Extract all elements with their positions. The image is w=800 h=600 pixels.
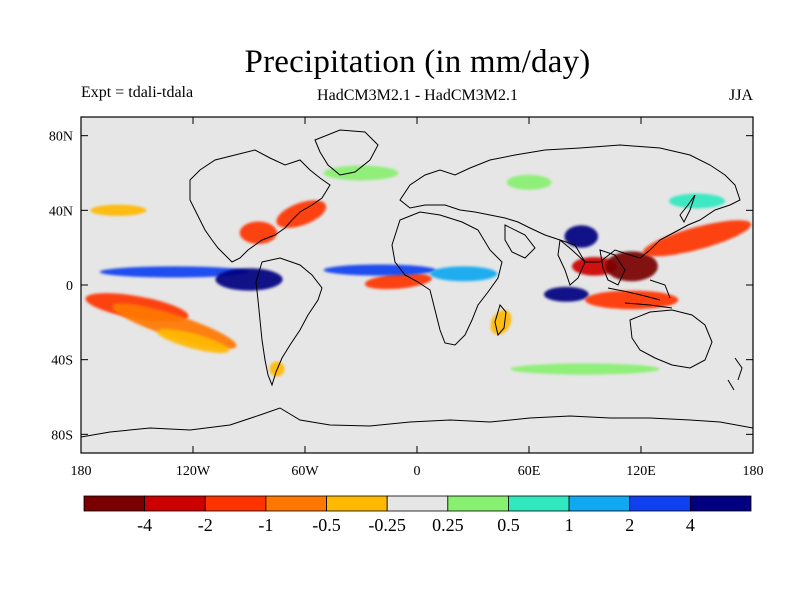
new-zealand-coastline xyxy=(727,357,743,391)
greenland-coastline xyxy=(314,129,379,176)
japan-coastline xyxy=(679,194,696,224)
mozambique-dry-region xyxy=(490,310,512,335)
lon-tick-label: 180 xyxy=(71,464,92,479)
colorbar-swatch xyxy=(508,495,570,512)
colorbar-swatch xyxy=(144,495,206,512)
colorbar-swatch xyxy=(83,495,146,512)
colorbar-swatch xyxy=(326,495,388,512)
atlantic-itcz-dry-region xyxy=(364,273,432,290)
southern-ocean-green-region xyxy=(510,363,660,375)
atlantic-dry-north-region xyxy=(276,200,327,228)
madagascar-coastline xyxy=(494,303,507,337)
north-atlantic-green-region xyxy=(323,165,399,181)
map-title: Precipitation (in mm/day) xyxy=(244,44,591,80)
atlantic-itcz-wet-region xyxy=(323,264,436,276)
longitude-axis: 180 120W 60W 0 60E 120E 180 xyxy=(71,117,764,479)
lon-tick-label: 120W xyxy=(176,464,211,479)
season-label: JJA xyxy=(728,87,753,104)
africa-wet-region xyxy=(430,266,498,282)
eurasia-coastline xyxy=(399,144,741,263)
bay-bengal-dry-region xyxy=(571,257,617,276)
colorbar-swatch xyxy=(265,495,327,512)
colorbar-label: -2 xyxy=(198,515,213,535)
colorbar-label: 0.25 xyxy=(432,515,464,535)
colorbar-label: -0.5 xyxy=(312,515,341,535)
lon-tick-label: 120E xyxy=(626,464,656,479)
colorbar-label: 0.5 xyxy=(497,515,520,535)
colorbar-swatch xyxy=(386,495,449,512)
indian-ocean-wet-north-region xyxy=(564,225,599,248)
colorbar-label: -0.25 xyxy=(368,515,406,535)
east-pacific-wet-region xyxy=(99,266,250,278)
colorbar-swatch xyxy=(204,495,267,512)
lon-tick-label: 180 xyxy=(743,464,764,479)
east-pacific-south-dry-region xyxy=(156,328,230,354)
colorbar-label: -4 xyxy=(137,515,152,535)
gulf-dry-region xyxy=(239,221,277,244)
lat-tick-label: 40N xyxy=(49,204,73,219)
colorbar-label: -1 xyxy=(258,515,273,535)
latitude-axis: 80N 40N 0 40S 80S xyxy=(49,130,753,443)
africa-coastline xyxy=(391,211,503,346)
west-pacific-dry-region xyxy=(605,251,658,282)
indian-ocean-wet-south-region xyxy=(543,286,589,302)
colorbar-swatch xyxy=(629,495,691,512)
siberia-green-region xyxy=(506,174,552,190)
central-america-wet-region xyxy=(215,268,283,291)
maritime-continent-coastline xyxy=(607,279,673,309)
coastlines xyxy=(81,129,753,438)
lat-tick-label: 0 xyxy=(66,279,73,294)
north-america-coastline xyxy=(189,149,331,263)
anomaly-layer xyxy=(85,165,752,377)
experiment-label: Expt = tdali-tdala xyxy=(81,84,194,101)
colorbar-swatch xyxy=(568,495,631,512)
lon-tick-label: 60W xyxy=(291,464,319,479)
colorbar-swatch xyxy=(689,495,752,512)
kuroshio-wet-region xyxy=(669,193,725,209)
model-label: HadCM3M2.1 - HadCM3M2.1 xyxy=(317,87,518,104)
indochina-coastline xyxy=(599,249,626,286)
lon-tick-label: 60E xyxy=(518,464,541,479)
colorbar-label: 2 xyxy=(625,515,634,535)
north-pacific-dry-region xyxy=(642,220,752,257)
lat-tick-label: 40S xyxy=(51,354,73,369)
n-pacific-orange-region xyxy=(90,204,147,216)
colorbar-label: 4 xyxy=(686,515,695,535)
antarctica-coastline xyxy=(81,407,753,438)
lat-tick-label: 80N xyxy=(49,130,73,145)
colorbar-swatch xyxy=(447,495,509,512)
colorbar-label: 1 xyxy=(565,515,574,535)
arabia-coastline xyxy=(504,224,536,259)
india-coastline xyxy=(557,239,586,286)
lat-tick-label: 80S xyxy=(51,428,73,443)
south-america-coastline xyxy=(255,257,323,387)
colorbar: -4 -2 -1 -0.5 -0.25 0.25 0.5 1 2 4 xyxy=(83,495,752,535)
australia-coastline xyxy=(629,309,713,369)
lon-tick-label: 0 xyxy=(414,464,421,479)
maritime-dry-region xyxy=(585,290,679,310)
